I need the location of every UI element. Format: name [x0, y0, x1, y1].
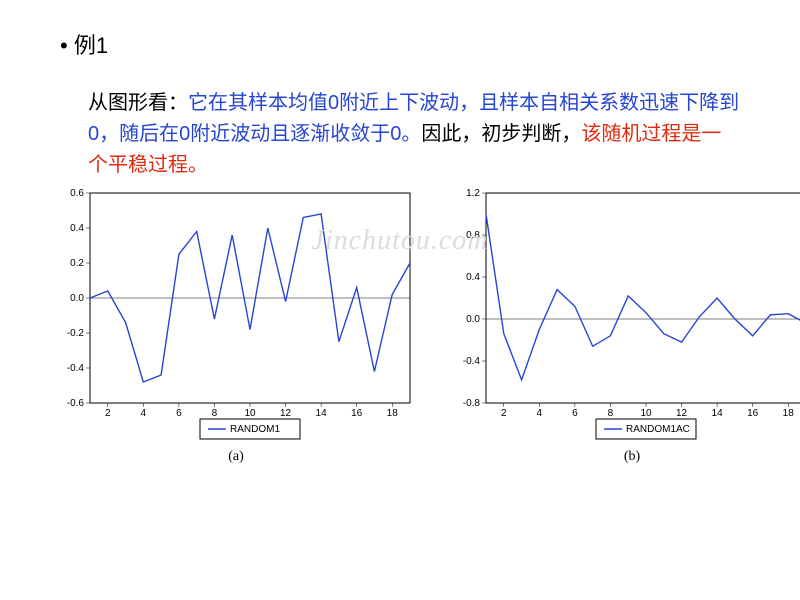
- svg-text:0.4: 0.4: [466, 272, 480, 283]
- svg-text:16: 16: [747, 408, 759, 419]
- svg-text:6: 6: [572, 408, 578, 419]
- svg-text:0.8: 0.8: [466, 230, 480, 241]
- svg-text:16: 16: [351, 408, 363, 419]
- chart-b-caption: (b): [624, 449, 640, 465]
- svg-text:10: 10: [244, 408, 256, 419]
- svg-text:10: 10: [640, 408, 652, 419]
- svg-text:14: 14: [712, 408, 724, 419]
- svg-text:0.0: 0.0: [466, 314, 480, 325]
- svg-text:18: 18: [387, 408, 399, 419]
- svg-text:12: 12: [676, 408, 688, 419]
- svg-text:2: 2: [105, 408, 111, 419]
- svg-text:-0.8: -0.8: [463, 398, 481, 409]
- svg-text:18: 18: [783, 408, 795, 419]
- svg-text:0.0: 0.0: [70, 293, 84, 304]
- svg-text:-0.6: -0.6: [67, 398, 85, 409]
- svg-text:4: 4: [141, 408, 147, 419]
- svg-text:8: 8: [608, 408, 614, 419]
- paragraph: 从图形看：它在其样本均值0附近上下波动，且样本自相关系数迅速下降到0，随后在0附…: [0, 68, 800, 189]
- bullet-text: 例1: [74, 33, 108, 58]
- svg-text:0.2: 0.2: [70, 258, 84, 269]
- svg-text:-0.2: -0.2: [67, 328, 85, 339]
- para-seg-1: 从图形看：: [88, 92, 188, 114]
- svg-text:-0.4: -0.4: [67, 363, 85, 374]
- chart-a: -0.6 -0.4 -0.2 0.0 0.2 0.4 0.6 2 4 6 8 10 12 14 16 18 RA…: [56, 189, 416, 441]
- chart-b-wrap: -0.8 -0.4 0.0 0.4 0.8 1.2 2 4 6 8 10 12 14 16 18 RANDOM…: [452, 189, 800, 465]
- bullet-title: • 例1: [60, 28, 740, 60]
- svg-text:-0.4: -0.4: [463, 356, 481, 367]
- header: • 例1: [0, 0, 800, 68]
- svg-text:8: 8: [212, 408, 218, 419]
- svg-text:0.4: 0.4: [70, 223, 84, 234]
- svg-text:6: 6: [176, 408, 182, 419]
- para-seg-3: 因此，初步判断，: [421, 123, 581, 145]
- svg-text:1.2: 1.2: [466, 189, 480, 199]
- svg-text:14: 14: [316, 408, 328, 419]
- svg-text:4: 4: [537, 408, 543, 419]
- svg-text:2: 2: [501, 408, 507, 419]
- chart-b: -0.8 -0.4 0.0 0.4 0.8 1.2 2 4 6 8 10 12 14 16 18 RANDOM…: [452, 189, 800, 441]
- svg-text:RANDOM1: RANDOM1: [230, 424, 280, 435]
- chart-a-caption: (a): [228, 449, 244, 465]
- svg-text:12: 12: [280, 408, 292, 419]
- charts-area: -0.6 -0.4 -0.2 0.0 0.2 0.4 0.6 2 4 6 8 10 12 14 16 18 RA…: [0, 189, 800, 465]
- svg-text:RANDOM1AC: RANDOM1AC: [626, 424, 690, 435]
- chart-a-wrap: -0.6 -0.4 -0.2 0.0 0.2 0.4 0.6 2 4 6 8 10 12 14 16 18 RA…: [56, 189, 416, 465]
- svg-text:0.6: 0.6: [70, 189, 84, 199]
